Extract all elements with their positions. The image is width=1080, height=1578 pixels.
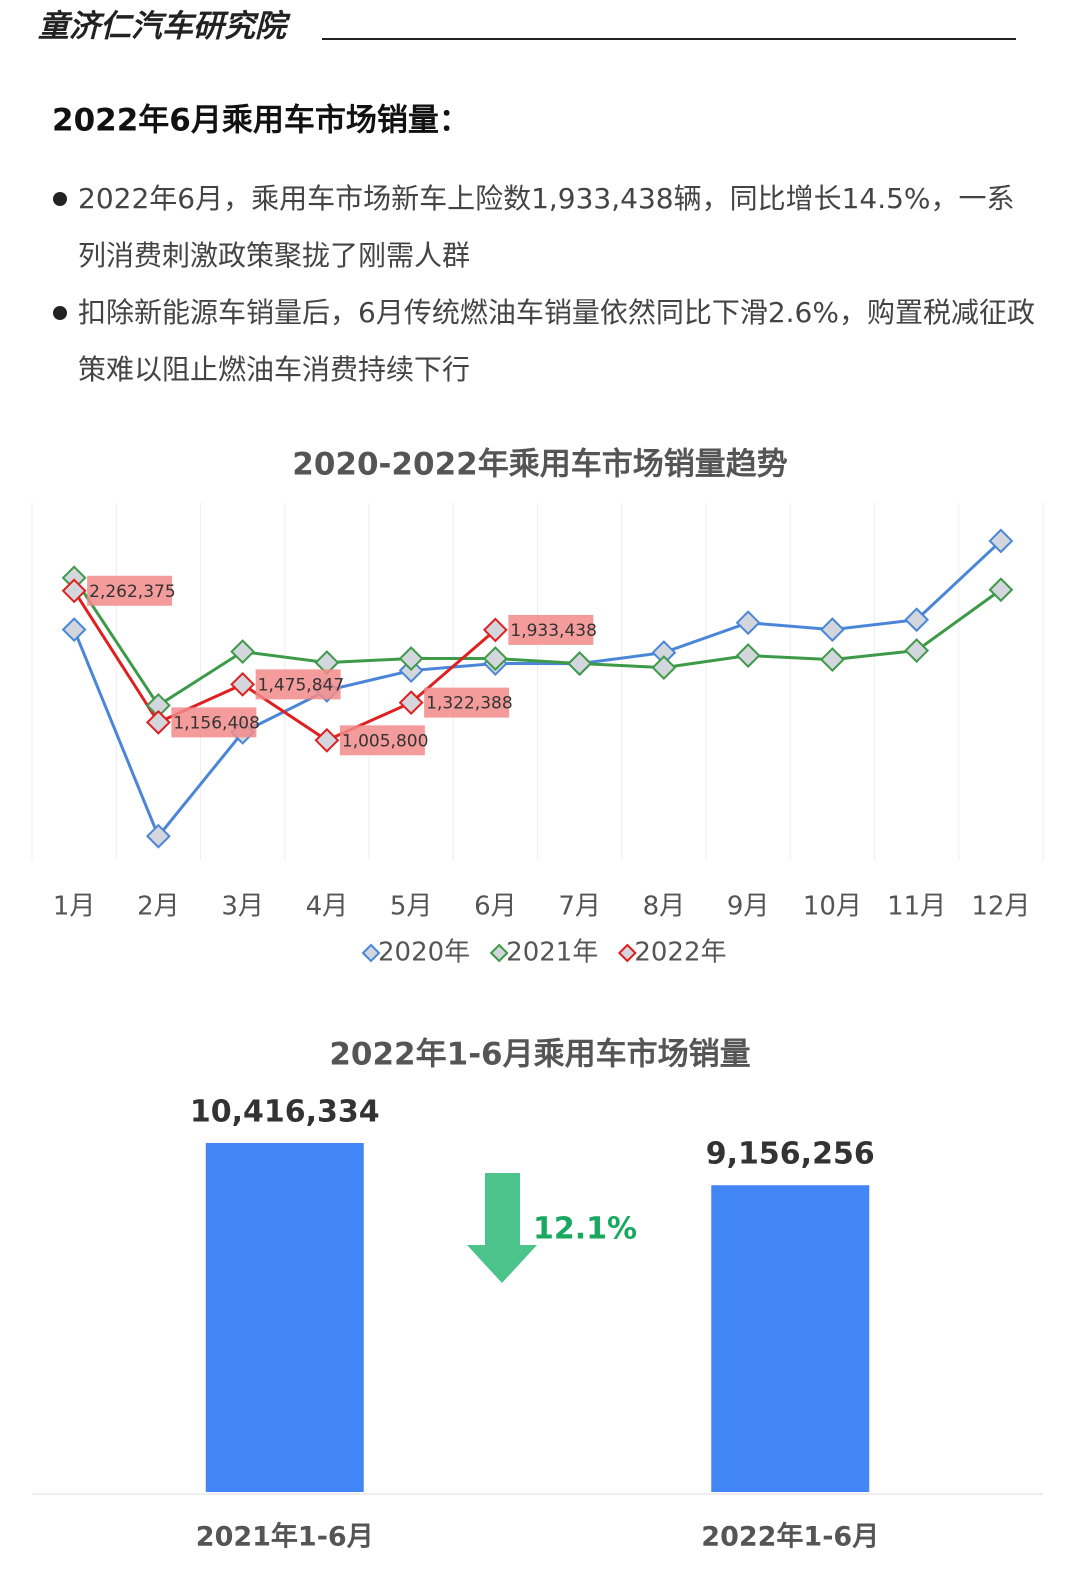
- point-marker: [145, 709, 171, 735]
- label-bg: [339, 725, 425, 756]
- point-marker: [230, 671, 256, 697]
- legend-label: 2020年: [378, 938, 470, 968]
- point-marker: [904, 607, 930, 633]
- data-label: 10,416,334: [190, 1095, 380, 1130]
- point-marker: [482, 646, 508, 671]
- bar: [205, 1143, 364, 1492]
- x-tick-label: 5月: [390, 892, 433, 922]
- data-label: 2,262,375: [89, 582, 176, 602]
- label-bg: [171, 707, 257, 738]
- bullets-box: 2022年6月，乘用车市场新车上险数1,933,438辆，同比增长14.5%，一…: [78, 182, 1035, 386]
- legend-marker: [489, 943, 509, 963]
- point-marker: [988, 577, 1014, 603]
- legend-label: 2022年: [634, 938, 726, 968]
- point-marker: [567, 651, 593, 676]
- label-bg: [508, 614, 594, 645]
- series-line: [72, 577, 1002, 708]
- x-tick-label: 2月: [137, 892, 180, 922]
- x-tick-label: 2021年1-6月: [196, 1521, 374, 1553]
- x-tick-label: 4月: [306, 892, 349, 922]
- x-tick-label: 12月: [971, 892, 1030, 922]
- point-marker: [735, 643, 761, 668]
- point-marker: [145, 823, 171, 849]
- data-label: 1,933,438: [510, 621, 597, 641]
- point-marker: [819, 617, 845, 643]
- data-label: 1,322,388: [426, 694, 513, 714]
- point-marker: [230, 639, 256, 665]
- label-bg: [424, 687, 510, 718]
- point-marker: [61, 578, 87, 604]
- legend-marker: [361, 943, 381, 963]
- x-tick-label: 11月: [887, 892, 946, 922]
- point-marker: [61, 617, 87, 643]
- data-label: 1,005,800: [342, 731, 429, 751]
- point-marker: [482, 617, 508, 643]
- point-marker: [651, 655, 677, 680]
- chart-title: 2020-2022年乘用车市场销量趋势: [292, 447, 787, 483]
- legend-marker: [617, 943, 637, 963]
- bullet-dot: [53, 306, 67, 320]
- x-tick-label: 10月: [803, 892, 862, 922]
- x-tick-label: 3月: [221, 892, 264, 922]
- bar: [711, 1185, 870, 1492]
- x-tick-label: 2022年1-6月: [701, 1521, 879, 1553]
- point-marker: [398, 690, 424, 716]
- x-tick-label: 9月: [727, 892, 770, 922]
- label-bg: [255, 669, 341, 700]
- x-tick-label: 6月: [474, 892, 517, 922]
- legend-label: 2021年: [506, 938, 598, 968]
- data-label: 1,156,408: [173, 713, 260, 733]
- x-tick-label: 8月: [643, 892, 686, 922]
- label-bg: [87, 575, 173, 606]
- chart-title: 2022年1-6月乘用车市场销量: [329, 1037, 750, 1073]
- point-marker: [735, 610, 761, 636]
- series-line: [72, 539, 1002, 840]
- bullet: 2022年6月，乘用车市场新车上险数1,933,438辆，同比增长14.5%，一…: [78, 182, 1015, 272]
- point-marker: [988, 528, 1014, 554]
- point-marker: [904, 638, 930, 663]
- point-marker: [819, 647, 845, 673]
- down-arrow: [467, 1173, 537, 1283]
- data-label: 9,156,256: [706, 1137, 875, 1172]
- bullet-dot: [53, 192, 67, 206]
- brand: 童济仁汽车研究院: [38, 9, 291, 45]
- data-label: 1,475,847: [258, 675, 345, 695]
- x-tick-label: 1月: [53, 892, 96, 922]
- point-marker: [398, 646, 424, 671]
- x-tick-label: 7月: [558, 892, 601, 922]
- point-marker: [314, 727, 340, 753]
- section-title: 2022年6月乘用车市场销量：: [52, 103, 470, 139]
- bullet: 扣除新能源车销量后，6月传统燃油车销量依然同比下滑2.6%，购置税减征政策难以阻…: [78, 296, 1035, 386]
- annotation: 12.1%: [533, 1212, 637, 1247]
